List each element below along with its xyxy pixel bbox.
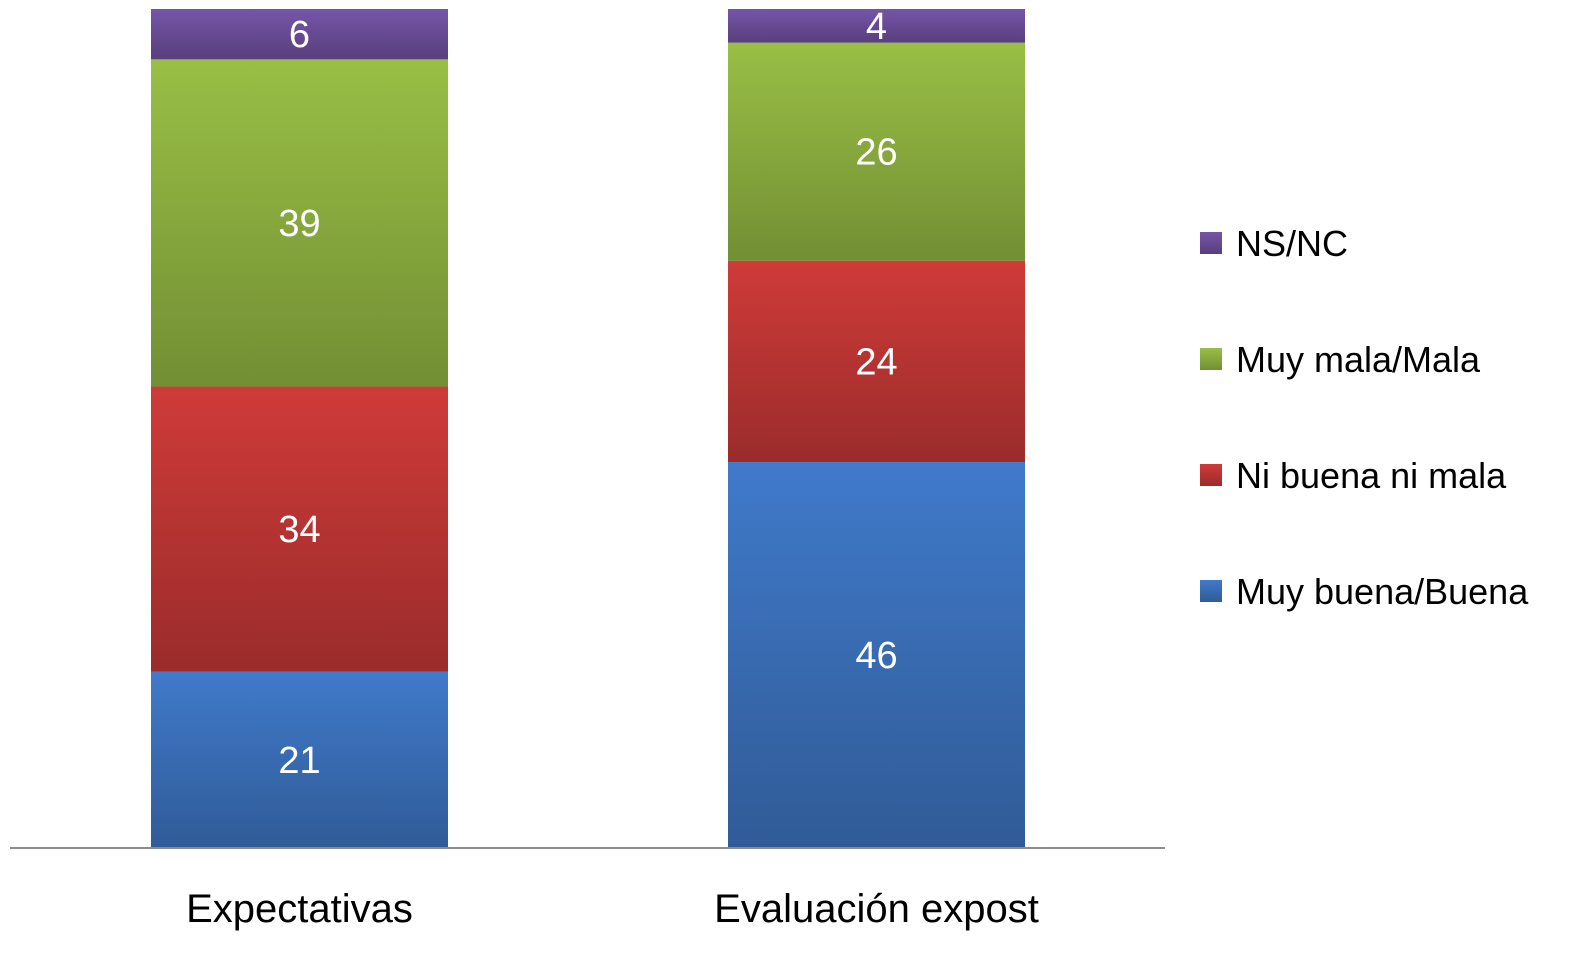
- bar-segment-ns-nc-expectativas: [151, 9, 448, 60]
- bar-segment-ni-buena-ni-mala-evaluacion-expost: [728, 260, 1025, 463]
- data-label-ns-nc-expectativas: 6: [289, 14, 310, 56]
- category-label-expectativas: Expectativas: [186, 887, 413, 931]
- bar-segment-muy-buena-buena-evaluacion-expost: [728, 462, 1025, 848]
- legend-label-muy-mala-mala: Muy mala/Mala: [1236, 339, 1481, 380]
- bar-segment-muy-mala-mala-expectativas: [151, 59, 448, 387]
- data-labels-layer: 21 34 39 6 46 24 26 4: [278, 6, 897, 782]
- bar-segment-ns-nc-evaluacion-expost: [728, 9, 1025, 43]
- data-label-ns-nc-evaluacion-expost: 4: [866, 6, 887, 48]
- data-label-muy-mala-mala-evaluacion-expost: 26: [855, 132, 897, 174]
- legend-swatch-muy-buena-buena: [1200, 580, 1222, 602]
- legend-item-ni-buena-ni-mala: Ni buena ni mala: [1200, 455, 1507, 496]
- data-label-muy-buena-buena-expectativas: 21: [278, 740, 320, 782]
- bars-layer: [151, 9, 1025, 848]
- legend-item-muy-mala-mala: Muy mala/Mala: [1200, 339, 1481, 380]
- data-label-muy-mala-mala-expectativas: 39: [278, 203, 320, 245]
- bar-segment-muy-mala-mala-evaluacion-expost: [728, 42, 1025, 261]
- legend-item-ns-nc: NS/NC: [1200, 223, 1348, 264]
- data-label-ni-buena-ni-mala-expectativas: 34: [278, 509, 320, 551]
- bar-segment-ni-buena-ni-mala-expectativas: [151, 386, 448, 672]
- legend-label-ns-nc: NS/NC: [1236, 223, 1348, 264]
- data-label-muy-buena-buena-evaluacion-expost: 46: [855, 635, 897, 677]
- category-label-evaluacion-expost: Evaluación expost: [714, 887, 1039, 931]
- legend: NS/NC Muy mala/Mala Ni buena ni mala Muy bu…: [1200, 223, 1529, 612]
- legend-swatch-ns-nc: [1200, 232, 1222, 254]
- bar-segment-muy-buena-buena-expectativas: [151, 671, 448, 848]
- legend-item-muy-buena-buena: Muy buena/Buena: [1200, 571, 1529, 612]
- category-labels-layer: Expectativas Evaluación expost: [186, 887, 1039, 931]
- legend-label-muy-buena-buena: Muy buena/Buena: [1236, 571, 1529, 612]
- legend-label-ni-buena-ni-mala: Ni buena ni mala: [1236, 455, 1507, 496]
- legend-swatch-ni-buena-ni-mala: [1200, 464, 1222, 486]
- legend-swatch-muy-mala-mala: [1200, 348, 1222, 370]
- data-label-ni-buena-ni-mala-evaluacion-expost: 24: [855, 341, 897, 383]
